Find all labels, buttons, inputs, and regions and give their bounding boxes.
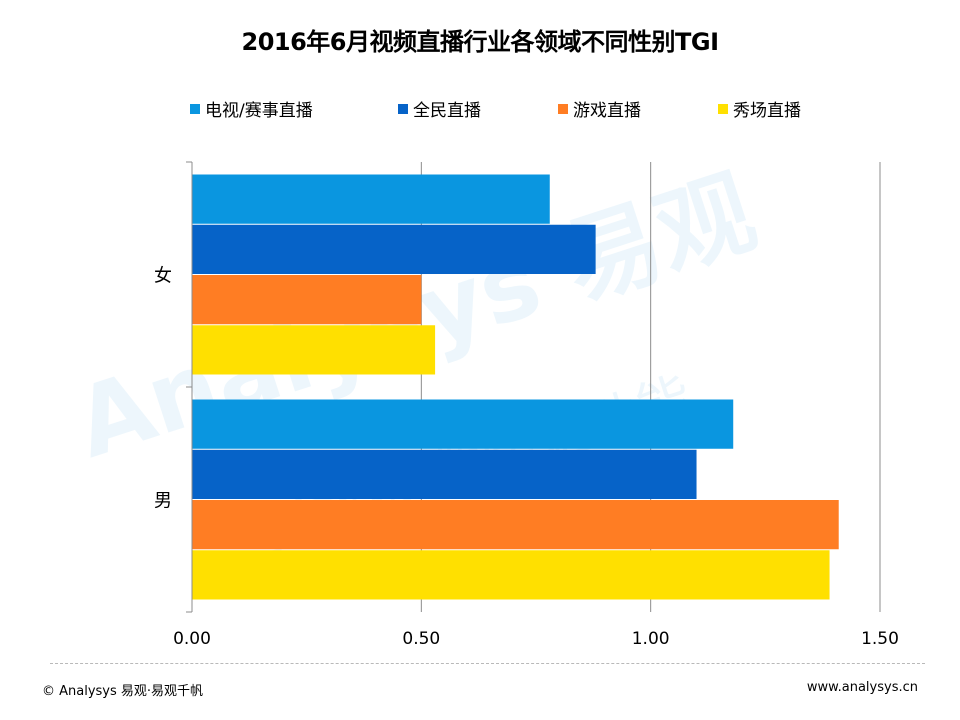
bar [192,275,422,325]
y-category-label: 男 [154,491,172,512]
legend-label: 游戏直播 [573,101,641,121]
legend-item: 全民直播 [398,96,481,121]
x-tick-label: 0.50 [402,629,440,649]
legend-swatch [718,103,728,114]
legend-swatch [558,103,568,114]
footer-copyright: © Analysys 易观·易观千帆 [42,684,204,699]
bar [192,500,839,550]
footer-divider [50,663,925,664]
bar [192,449,697,499]
legend-label: 电视/赛事直播 [205,101,313,121]
bar [192,399,734,449]
x-tick-label: 0.00 [173,629,211,649]
y-category-label: 女 [154,266,172,287]
bar [192,550,830,600]
legend-item: 电视/赛事直播 [190,96,313,121]
legend-swatch [398,103,408,114]
legend-item: 游戏直播 [558,96,641,121]
bar [192,174,550,224]
legend-label: 秀场直播 [733,101,801,121]
bar [192,325,436,375]
bar [192,224,596,274]
x-tick-label: 1.00 [632,629,670,649]
legend-item: 秀场直播 [718,96,801,121]
footer-website[interactable]: www.analysys.cn [806,680,918,695]
x-tick-label: 1.50 [861,629,899,649]
legend-label: 全民直播 [413,101,481,121]
chart-title: 2016年6月视频直播行业各领域不同性别TGI [241,28,720,56]
legend-swatch [190,103,200,114]
